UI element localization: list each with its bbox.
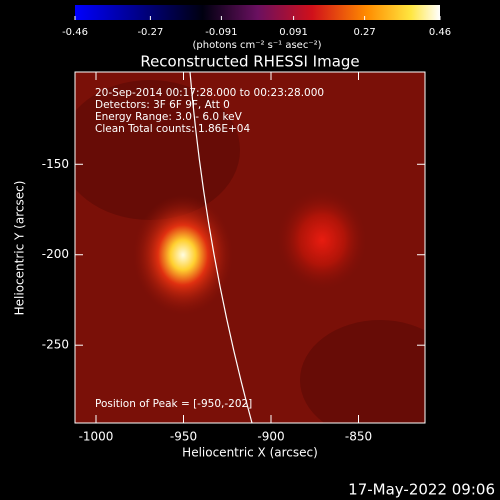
footer-date: 17-May-2022 09:06 (348, 481, 495, 499)
x-tick-label: -1000 (79, 430, 114, 444)
y-axis-label: Heliocentric Y (arcsec) (13, 181, 27, 316)
colorbar-tick-label: 0.46 (429, 27, 451, 38)
image (75, 72, 425, 423)
colorbar-tick-label: 0.27 (353, 27, 375, 38)
colorbar-tick-label: 0.091 (279, 27, 308, 38)
colorbar-tick-label: -0.27 (137, 27, 163, 38)
colorbar-tick-label: -0.091 (205, 27, 237, 38)
y-tick-label: -200 (42, 247, 69, 261)
chart-title: Reconstructed RHESSI Image (140, 53, 359, 71)
annotation: Clean Total counts: 1.86E+04 (95, 123, 250, 135)
colorbar-label: (photons cm⁻² s⁻¹ asec⁻²) (192, 40, 321, 51)
x-axis-label: Heliocentric X (arcsec) (182, 446, 318, 460)
x-tick-label: -850 (345, 430, 372, 444)
annotation: Energy Range: 3.0 - 6.0 keV (95, 111, 243, 123)
y-tick-label: -150 (42, 157, 69, 171)
colorbar (75, 5, 440, 20)
x-tick-label: -900 (257, 430, 284, 444)
colorbar-tick-label: -0.46 (62, 27, 88, 38)
annotation: Detectors: 3F 6F 9F, Att 0 (95, 99, 230, 111)
plot-frame (74, 71, 426, 424)
y-tick-label: -250 (42, 338, 69, 352)
peak-label: Position of Peak = [-950,-202] (95, 398, 252, 410)
x-tick-label: -950 (170, 430, 197, 444)
annotation: 20-Sep-2014 00:17:28.000 to 00:23:28.000 (95, 87, 324, 99)
